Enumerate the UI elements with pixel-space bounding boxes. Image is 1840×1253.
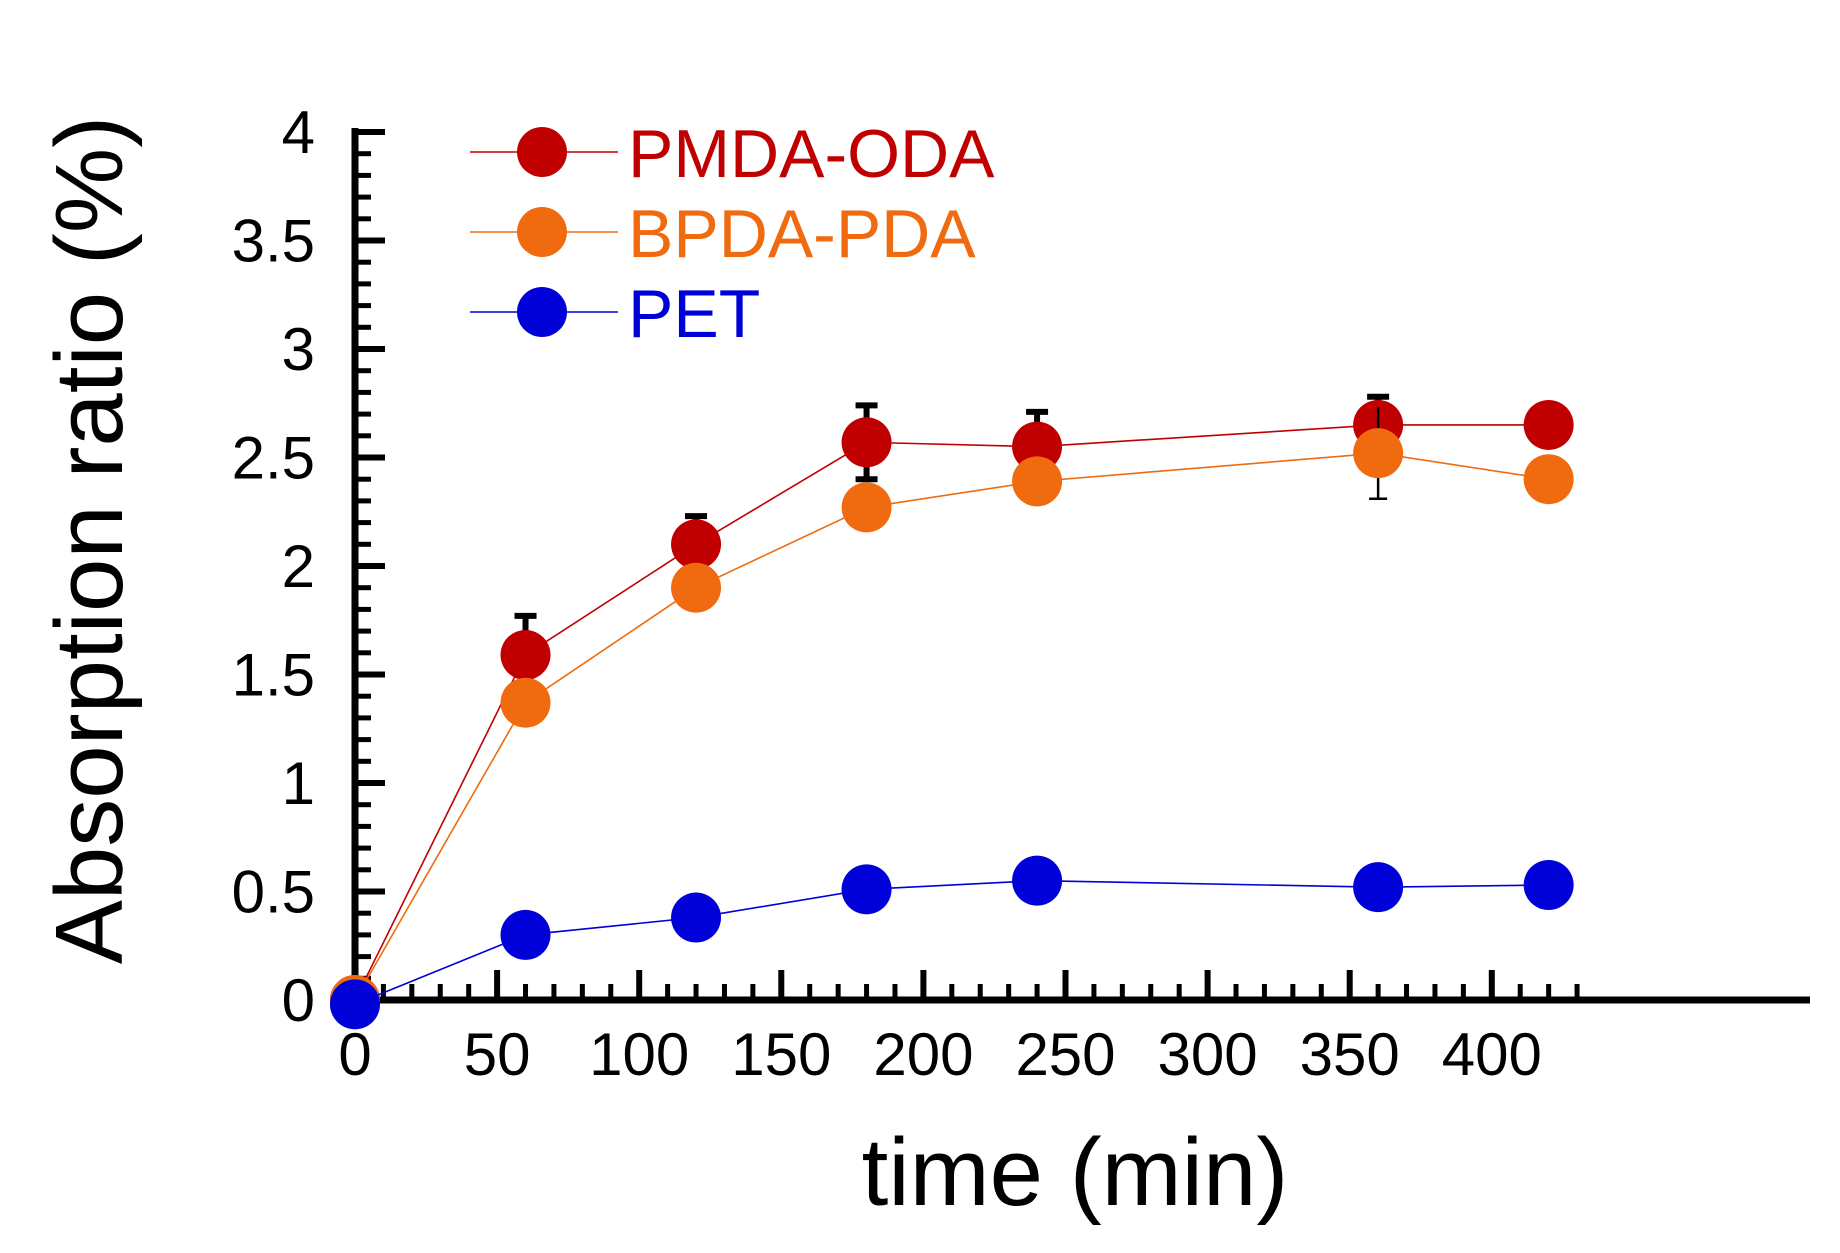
- y-tick-label: 2: [282, 533, 315, 600]
- x-tick-label: 50: [464, 1021, 531, 1088]
- legend-entry-pmda-oda: PMDA-ODA: [470, 116, 995, 192]
- data-point: [671, 892, 722, 943]
- legend-label: PET: [628, 276, 760, 352]
- data-point: [671, 519, 722, 570]
- series-pet: [330, 855, 1574, 1030]
- legend-entry-pet: PET: [470, 276, 760, 352]
- data-point: [841, 482, 892, 533]
- data-point: [1353, 862, 1404, 913]
- y-tick-label: 1.5: [232, 642, 315, 709]
- y-tick-label: 4: [282, 99, 315, 166]
- y-tick-label: 3.5: [232, 208, 315, 275]
- x-tick-label: 150: [731, 1021, 831, 1088]
- series-bpda-pda: [330, 407, 1574, 1025]
- data-point: [1012, 456, 1063, 507]
- y-axis-title: Absorption ratio (%): [36, 116, 143, 964]
- legend-marker: [517, 127, 567, 177]
- x-tick-label: 100: [589, 1021, 689, 1088]
- data-point: [500, 909, 551, 960]
- x-tick-label: 350: [1300, 1021, 1400, 1088]
- legend-marker: [517, 207, 567, 257]
- legend-label: PMDA-ODA: [628, 116, 995, 192]
- data-point: [500, 629, 551, 680]
- y-tick-label: 0: [282, 967, 315, 1034]
- data-point: [1353, 428, 1404, 479]
- y-tick-label: 1: [282, 750, 315, 817]
- y-tick-label: 2.5: [232, 425, 315, 492]
- data-point: [1523, 399, 1574, 450]
- data-point: [330, 979, 380, 1030]
- x-tick-label: 0: [338, 1021, 371, 1088]
- x-tick-label: 400: [1442, 1021, 1542, 1088]
- legend-label: BPDA-PDA: [628, 196, 976, 272]
- x-tick-label: 300: [1158, 1021, 1258, 1088]
- data-point: [1523, 454, 1574, 505]
- y-tick-label: 0.5: [232, 859, 315, 926]
- plot-area: [330, 393, 1574, 1030]
- x-tick-label: 250: [1015, 1021, 1115, 1088]
- data-point: [1012, 421, 1063, 472]
- legend-entry-bpda-pda: BPDA-PDA: [470, 196, 976, 272]
- data-point: [671, 562, 722, 613]
- data-point: [500, 677, 551, 728]
- legend-marker: [517, 287, 567, 337]
- axes: 0 50 100 150 200 250 300 350 400 0 0.5 1 1.5 2 2.5 3 3.5…: [232, 99, 1810, 1088]
- data-point: [1012, 855, 1063, 906]
- x-axis-title: time (min): [862, 1119, 1289, 1226]
- data-point: [1523, 859, 1574, 910]
- data-point: [841, 864, 892, 915]
- data-point: [841, 417, 892, 468]
- y-tick-label: 3: [282, 316, 315, 383]
- x-tick-label: 200: [873, 1021, 973, 1088]
